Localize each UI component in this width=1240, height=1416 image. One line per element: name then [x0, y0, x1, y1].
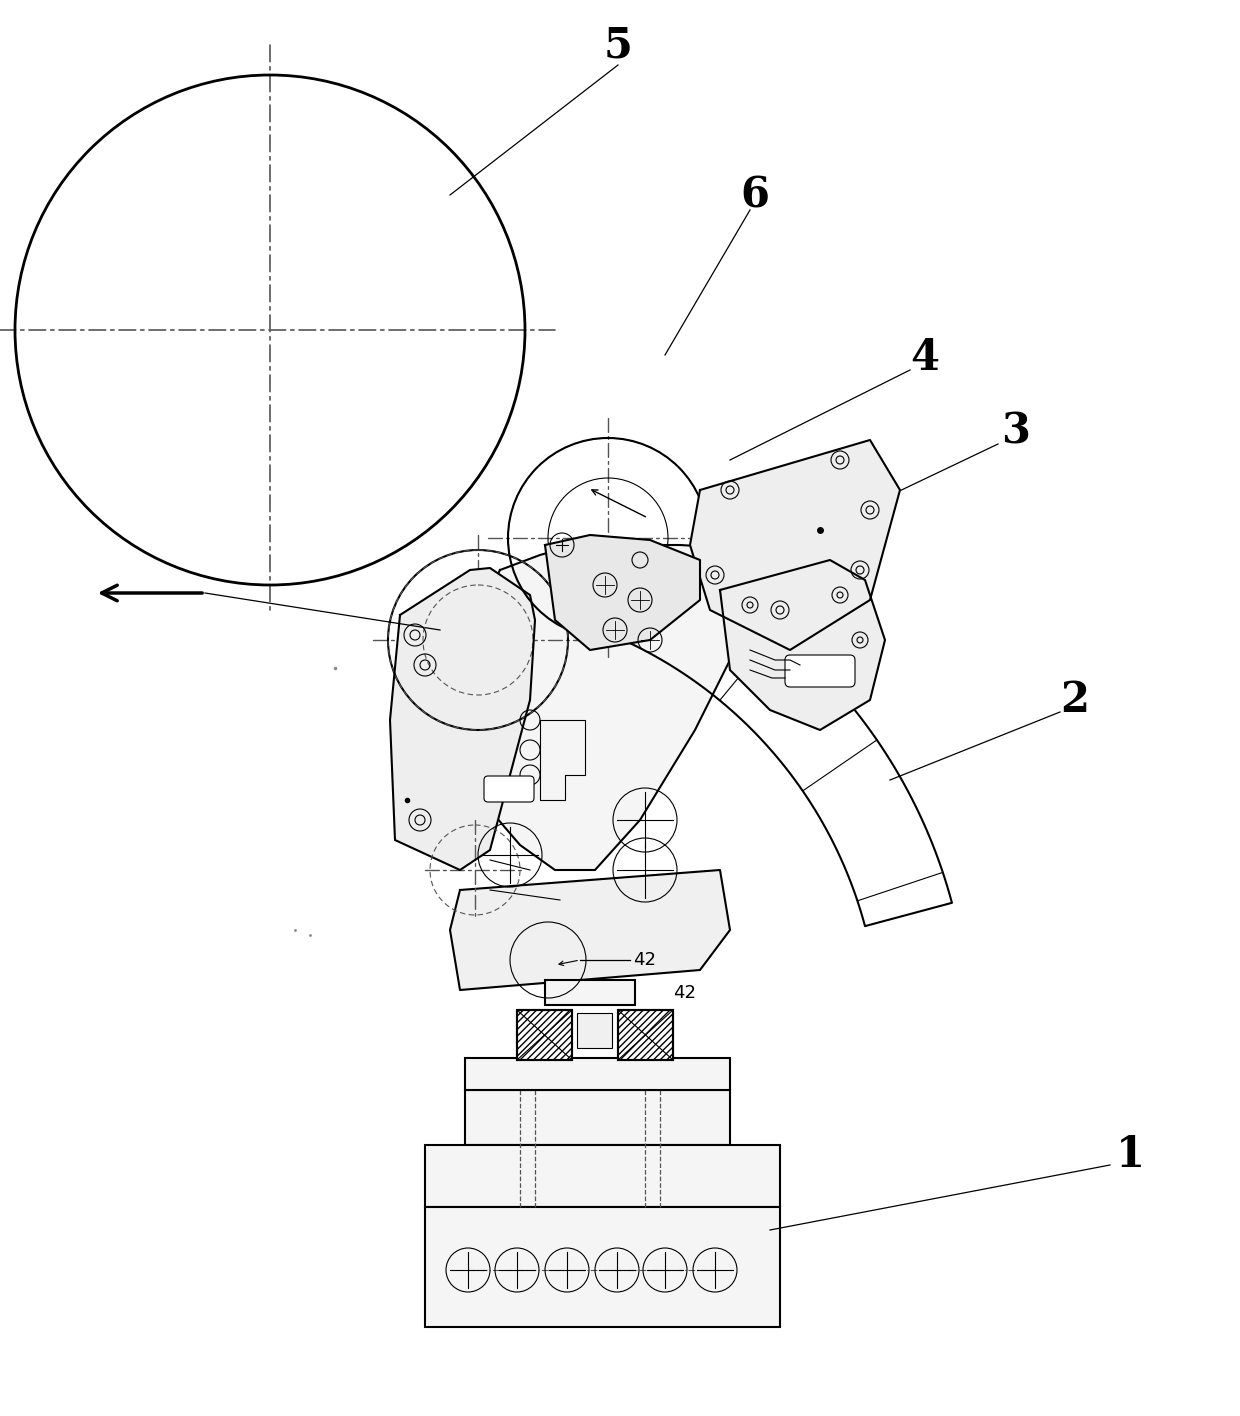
Bar	[465, 1058, 730, 1090]
Polygon shape	[546, 535, 701, 650]
Text: 2: 2	[1060, 680, 1090, 721]
Text: 1: 1	[1116, 1134, 1145, 1177]
Polygon shape	[720, 559, 885, 731]
Bar	[618, 1010, 673, 1061]
Bar	[517, 1010, 572, 1061]
Polygon shape	[590, 542, 952, 926]
Polygon shape	[391, 568, 534, 869]
Text: 42: 42	[673, 984, 697, 1003]
Text: 42: 42	[634, 952, 656, 969]
Text: 4: 4	[910, 337, 940, 379]
Bar	[546, 980, 635, 1005]
Text: 3: 3	[1001, 411, 1029, 453]
FancyBboxPatch shape	[785, 656, 856, 687]
FancyBboxPatch shape	[484, 776, 534, 801]
Bar	[425, 1206, 780, 1327]
Polygon shape	[689, 440, 900, 650]
Text: 5: 5	[604, 24, 632, 67]
Bar	[577, 1012, 613, 1048]
Polygon shape	[450, 869, 730, 990]
Bar	[618, 1010, 673, 1061]
Bar	[425, 1146, 780, 1206]
Bar	[465, 1090, 730, 1146]
Polygon shape	[450, 545, 770, 869]
Text: 6: 6	[740, 174, 770, 217]
Bar	[517, 1010, 572, 1061]
